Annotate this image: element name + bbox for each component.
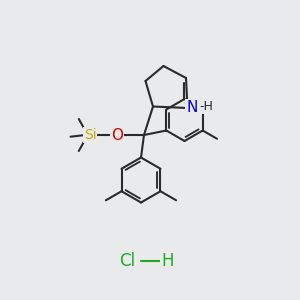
Text: Si: Si <box>84 128 96 142</box>
Text: O: O <box>111 128 123 142</box>
Text: Cl: Cl <box>119 252 136 270</box>
Text: H: H <box>162 252 174 270</box>
Text: N: N <box>186 100 198 116</box>
Text: -H: -H <box>199 100 213 113</box>
